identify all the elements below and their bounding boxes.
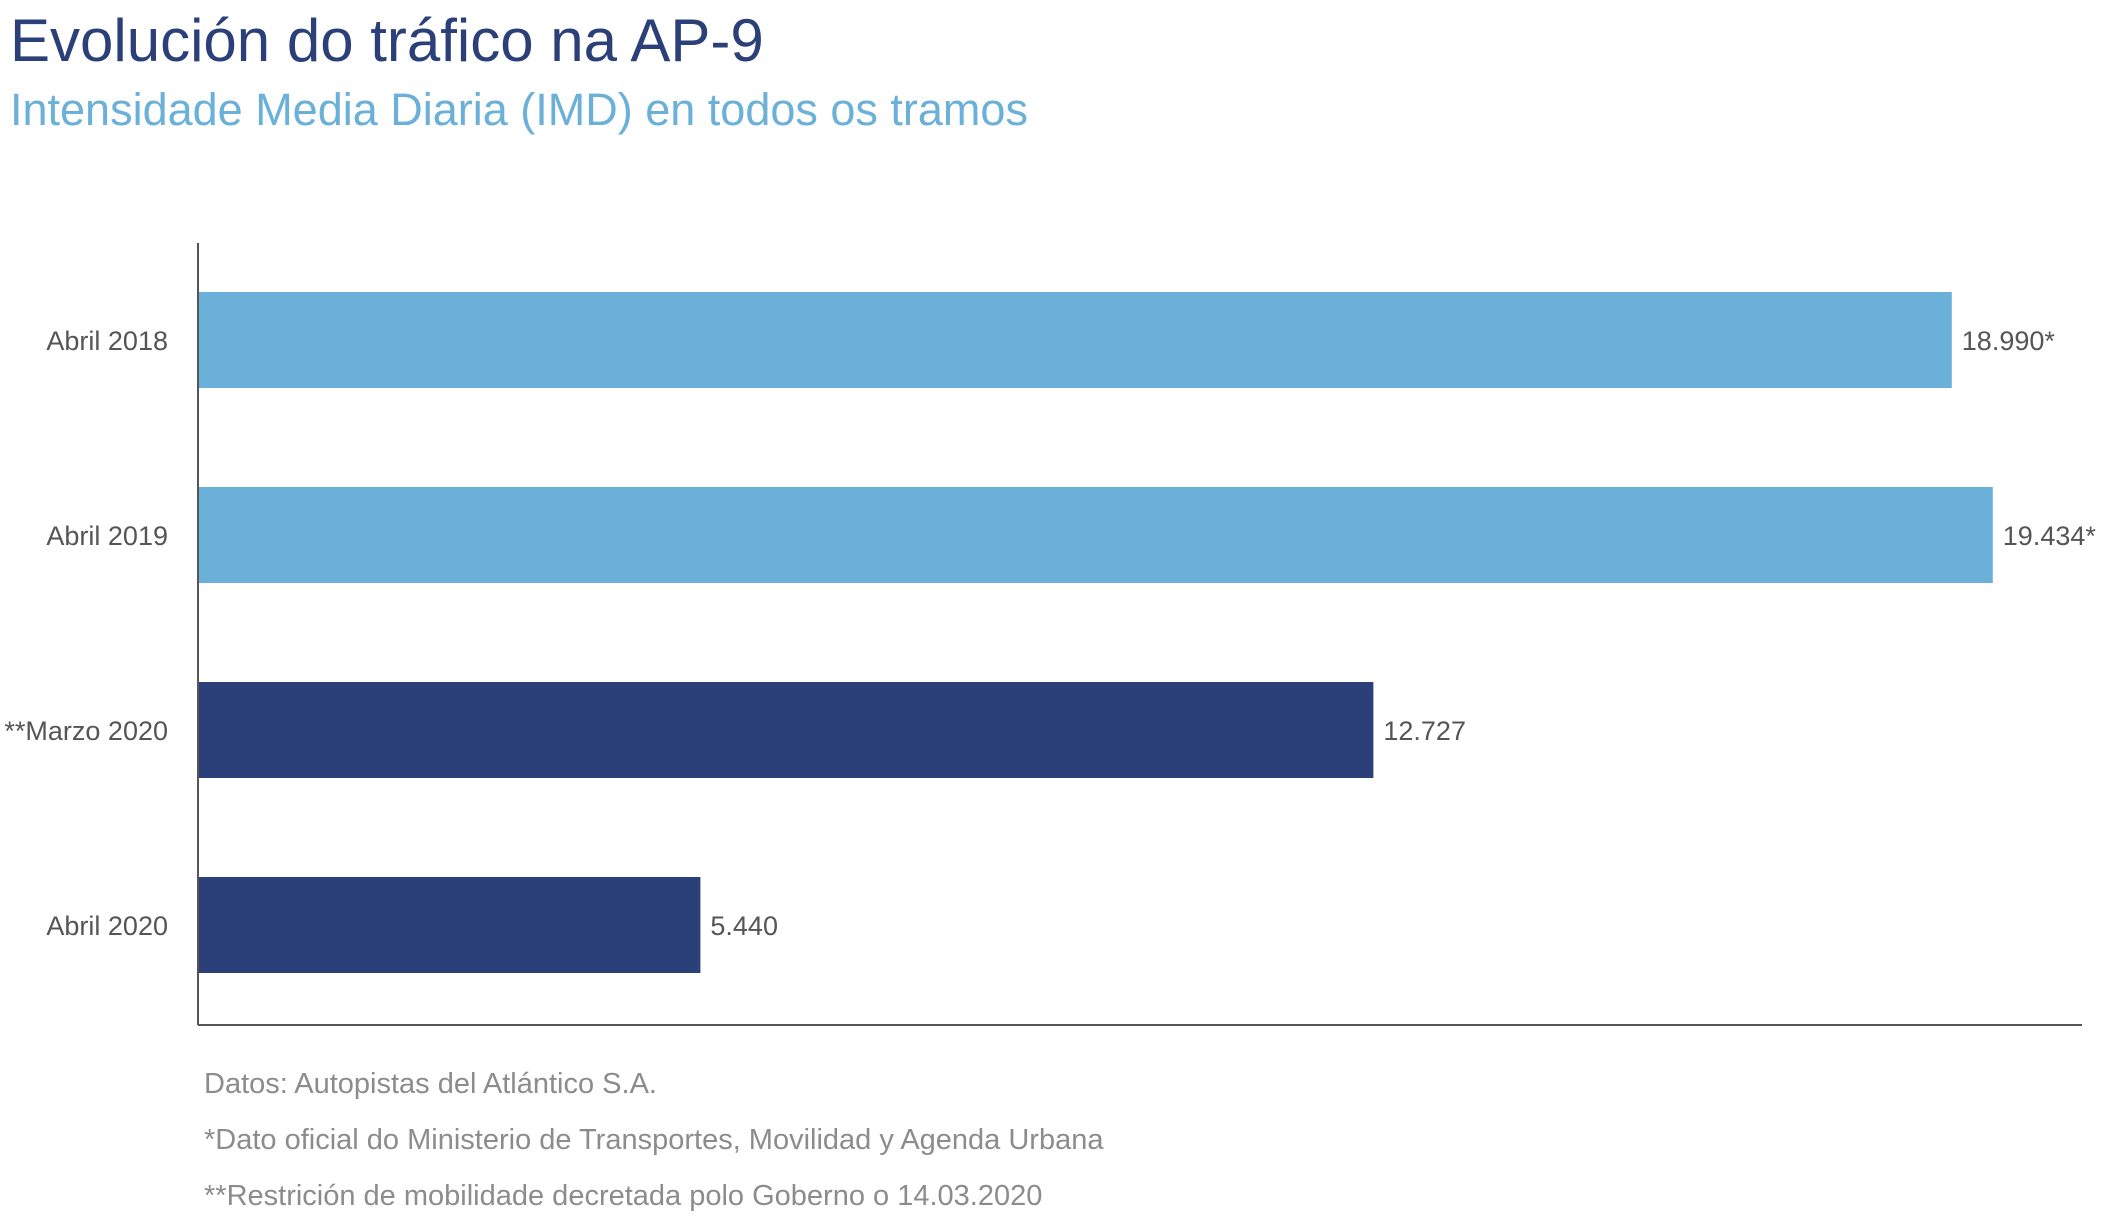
value-label-2: 19.434* bbox=[2003, 521, 2097, 551]
value-label-3: 12.727 bbox=[1383, 716, 1466, 746]
bar-2 bbox=[198, 487, 1993, 583]
bar-4 bbox=[198, 877, 701, 973]
bar-chart: Abril 2018 18.990* Abril 2019 19.434* **Marz… bbox=[4, 243, 2097, 1026]
bar-3 bbox=[198, 682, 1374, 778]
footnote-official-data: *Dato oficial do Ministerio de Transport… bbox=[204, 1124, 1104, 1156]
chart-title: Evolución do tráfico na AP-9 bbox=[10, 7, 764, 74]
value-label-4: 5.440 bbox=[710, 911, 778, 941]
category-label-4: Abril 2020 bbox=[46, 911, 168, 941]
category-label-1: Abril 2018 bbox=[46, 326, 168, 356]
category-label-3: **Marzo 2020 bbox=[4, 716, 168, 746]
category-label-2: Abril 2019 bbox=[46, 521, 168, 551]
footnote-mobility-restriction: **Restrición de mobilidade decretada pol… bbox=[204, 1180, 1043, 1212]
value-label-1: 18.990* bbox=[1962, 326, 2056, 356]
bar-1 bbox=[198, 292, 1952, 388]
chart-subtitle: Intensidade Media Diaria (IMD) en todos … bbox=[10, 84, 1028, 135]
source-note: Datos: Autopistas del Atlántico S.A. bbox=[204, 1068, 657, 1100]
